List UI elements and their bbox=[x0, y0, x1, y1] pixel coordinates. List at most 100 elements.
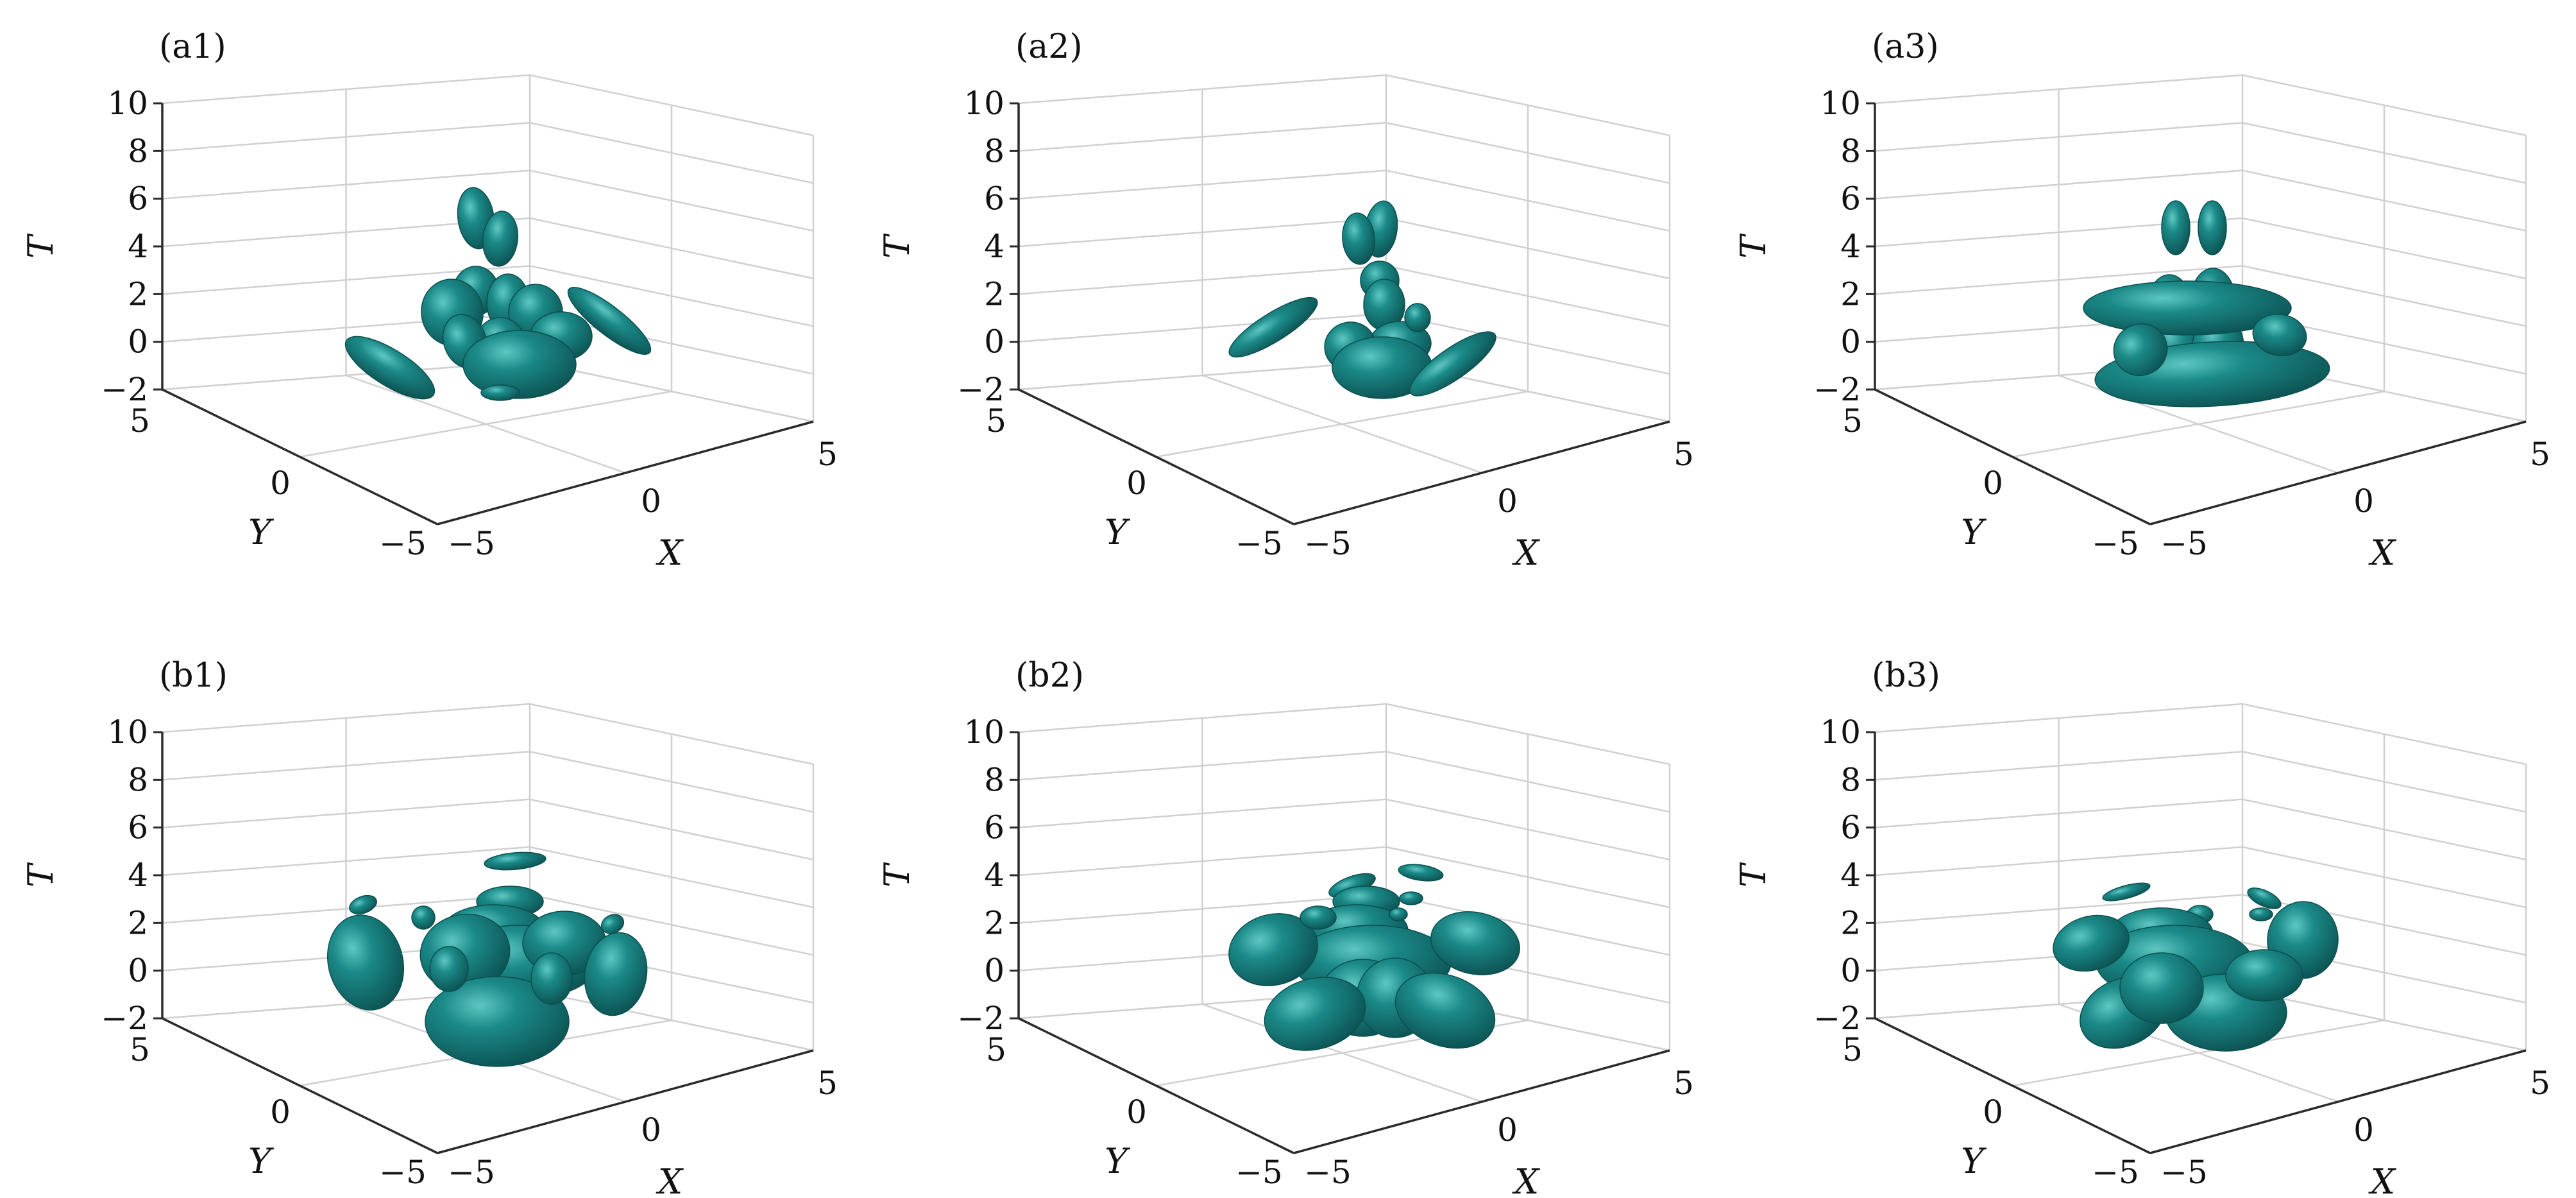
isosurface-blob bbox=[2161, 200, 2190, 255]
y-axis-label: Y bbox=[1961, 512, 1987, 552]
x-tick-label: −5 bbox=[1304, 1154, 1352, 1191]
isosurface-blob bbox=[484, 851, 547, 871]
y-tick-label: 0 bbox=[1983, 465, 2003, 502]
t-tick-label: 8 bbox=[1840, 761, 1861, 798]
isosurface-blob bbox=[584, 932, 648, 1016]
isosurface-blob bbox=[2102, 882, 2151, 902]
t-tick-label: −2 bbox=[957, 371, 1004, 408]
isosurface-blob bbox=[1300, 905, 1337, 930]
t-tick-label: 6 bbox=[128, 809, 148, 846]
chart-panel-6: (b3) 10 8 6 4 2 0 −2 T 5 0 −5 Y −5 0 5 X bbox=[1733, 656, 2550, 1198]
t-axis-label: T bbox=[21, 233, 61, 259]
t-tick-label: 4 bbox=[1840, 857, 1861, 894]
y-tick-label: −5 bbox=[1235, 1154, 1283, 1191]
grid-line bbox=[2012, 390, 2385, 458]
isosurface-blob bbox=[425, 976, 570, 1067]
isosurface-blob bbox=[1430, 911, 1520, 975]
t-tick-label: 6 bbox=[984, 180, 1004, 218]
isosurface-blob bbox=[1399, 891, 1423, 905]
t-tick-label: 10 bbox=[963, 85, 1004, 122]
y-tick-label: 0 bbox=[1983, 1093, 2003, 1131]
y-tick-label: 5 bbox=[986, 1031, 1006, 1068]
y-axis-label: Y bbox=[1961, 1141, 1987, 1181]
t-tick-label: −2 bbox=[101, 371, 148, 408]
t-tick-label: 10 bbox=[1820, 85, 1861, 122]
isosurface-blob bbox=[567, 287, 652, 355]
y-tick-label: −5 bbox=[1235, 525, 1283, 562]
x-tick-label: 0 bbox=[641, 1111, 661, 1149]
t-tick-label: 0 bbox=[128, 952, 148, 989]
t-tick-label: 4 bbox=[128, 228, 148, 265]
t-tick-label: 2 bbox=[984, 275, 1004, 312]
isosurface-blob bbox=[1342, 212, 1375, 265]
isosurface-blob bbox=[1228, 913, 1318, 986]
isosurface-blob bbox=[1409, 331, 1496, 397]
isosurface bbox=[1228, 864, 1520, 1051]
isosurface bbox=[2083, 200, 2330, 407]
t-tick-label: 2 bbox=[128, 275, 148, 312]
x-axis-label: X bbox=[1512, 1161, 1541, 1198]
isosurface bbox=[2053, 882, 2339, 1052]
t-tick-label: 4 bbox=[128, 857, 148, 894]
x-tick-label: 5 bbox=[817, 436, 838, 473]
chart-panel-5: (b2) 10 8 6 4 2 0 −2 T 5 0 −5 Y −5 0 5 X bbox=[877, 656, 1694, 1198]
t-tick-label: 0 bbox=[984, 323, 1004, 361]
x-axis-label: X bbox=[656, 1161, 684, 1198]
x-tick-label: −5 bbox=[2160, 1154, 2208, 1191]
t-tick-label: 0 bbox=[984, 952, 1004, 989]
t-tick-label: 8 bbox=[984, 761, 1004, 798]
isosurface-blob bbox=[482, 210, 518, 267]
isosurface-blob bbox=[462, 330, 577, 399]
y-tick-label: −5 bbox=[379, 525, 427, 562]
y-axis-line bbox=[162, 1017, 438, 1154]
t-tick-label: 4 bbox=[984, 857, 1004, 894]
isosurface-blob bbox=[1228, 296, 1318, 358]
isosurface-blob bbox=[1404, 303, 1431, 332]
isosurface bbox=[344, 187, 652, 401]
grid-line bbox=[529, 989, 814, 1052]
isosurface-blob bbox=[2119, 952, 2204, 1024]
y-tick-label: −5 bbox=[2092, 1154, 2139, 1191]
isosurface-blob bbox=[1394, 972, 1496, 1049]
y-axis-line bbox=[1874, 388, 2151, 526]
x-tick-label: −5 bbox=[448, 525, 495, 562]
isosurface-blob bbox=[2198, 200, 2227, 255]
isosurface-blob bbox=[1398, 864, 1444, 882]
x-tick-label: 0 bbox=[641, 483, 661, 520]
x-axis-line bbox=[437, 1049, 814, 1154]
x-tick-label: −5 bbox=[1304, 525, 1352, 562]
panel-label: (b3) bbox=[1872, 656, 1940, 695]
isosurface-blob bbox=[411, 905, 436, 930]
t-axis-label: T bbox=[21, 862, 61, 887]
x-axis-label: X bbox=[1512, 533, 1541, 573]
x-axis-label: X bbox=[2368, 533, 2397, 573]
t-axis-label: T bbox=[1733, 233, 1774, 259]
t-tick-label: 6 bbox=[1840, 180, 1861, 218]
t-tick-label: −2 bbox=[1813, 1000, 1861, 1037]
t-tick-label: 4 bbox=[1840, 228, 1861, 265]
t-tick-label: 6 bbox=[984, 809, 1004, 846]
x-tick-label: 0 bbox=[1497, 483, 1518, 520]
t-tick-label: −2 bbox=[957, 1000, 1004, 1037]
isosurface-blob bbox=[2053, 914, 2130, 972]
x-tick-label: 0 bbox=[2353, 483, 2374, 520]
t-axis-label: T bbox=[877, 233, 917, 259]
isosurface-blob bbox=[344, 336, 436, 400]
isosurface bbox=[1228, 200, 1496, 399]
y-tick-label: 5 bbox=[1842, 1031, 1863, 1068]
t-tick-label: 4 bbox=[984, 228, 1004, 265]
x-axis-line bbox=[437, 420, 814, 526]
y-tick-label: 0 bbox=[270, 465, 291, 502]
t-tick-label: 8 bbox=[128, 761, 148, 798]
panel-label: (b1) bbox=[159, 656, 228, 695]
x-tick-label: 0 bbox=[2353, 1111, 2374, 1149]
x-axis-line bbox=[1293, 1049, 1670, 1154]
y-tick-label: 5 bbox=[130, 402, 150, 440]
x-axis-label: X bbox=[2368, 1161, 2397, 1198]
t-tick-label: 2 bbox=[984, 904, 1004, 941]
grid-line bbox=[2012, 1019, 2385, 1087]
isosurface-blob bbox=[349, 894, 377, 915]
y-axis-label: Y bbox=[1105, 1141, 1130, 1181]
isosurface-blob bbox=[2249, 907, 2273, 921]
